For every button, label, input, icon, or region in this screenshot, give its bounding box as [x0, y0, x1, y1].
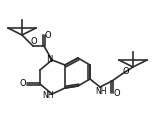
Text: O: O [45, 30, 51, 39]
Text: NH: NH [95, 88, 107, 97]
Text: O: O [20, 80, 26, 89]
Text: O: O [114, 89, 120, 98]
Text: N: N [46, 55, 52, 65]
Text: O: O [123, 67, 129, 76]
Text: O: O [31, 36, 37, 45]
Text: NH: NH [42, 91, 54, 99]
